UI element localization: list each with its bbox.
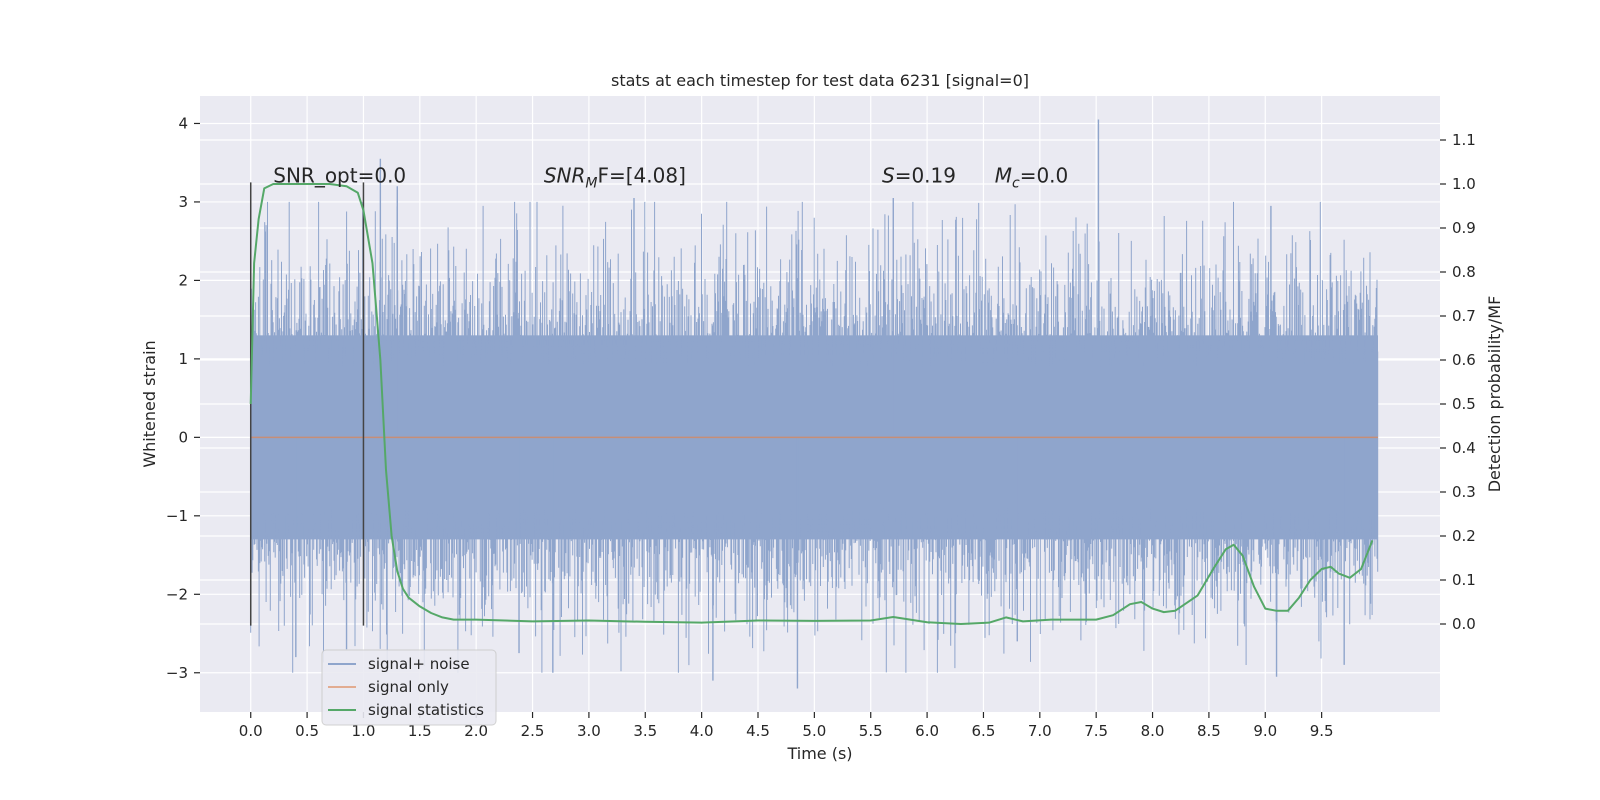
x-tick-label: 5.5 [859,722,883,740]
x-axis-label: Time (s) [786,744,852,763]
x-tick-label: 4.0 [690,722,714,740]
legend-label: signal statistics [368,701,484,719]
x-tick-label: 2.0 [464,722,488,740]
x-axis-ticks: 0.0 0.5 1.0 1.5 2.0 2.5 3.0 3.5 4.0 4.5 5.0 5.5 6.0 6… [239,712,1334,740]
y-right-tick-label: 0.5 [1452,395,1476,413]
y-right-tick-label: 0.1 [1452,571,1476,589]
series-signal-statistics [249,183,1374,625]
annotations: SNR_opt=0.0 SNRMF=[4.08] S=0.19 Mc=0.0 [273,163,1068,191]
y-right-tick-label: 0.7 [1452,307,1476,325]
y-right-tick-label: 0.0 [1452,615,1476,633]
y-right-tick-label: 0.2 [1452,527,1476,545]
x-tick-label: 2.5 [521,722,545,740]
x-tick-label: 4.5 [746,722,770,740]
x-tick-label: 0.0 [239,722,263,740]
x-tick-label: 1.0 [352,722,376,740]
y-left-tick-label: −1 [166,507,188,525]
y-right-tick-label: 0.6 [1452,351,1476,369]
y-left-tick-label: 2 [178,271,188,289]
y-left-tick-label: 0 [178,428,188,446]
legend: signal+ noise signal only signal statistic… [321,649,497,726]
legend-box [321,649,497,726]
x-tick-label: 9.5 [1310,722,1334,740]
annotation-3: Mc=0.0 [995,163,1069,191]
y-right-tick-label: 0.3 [1452,483,1476,501]
y-left-tick-label: −2 [166,585,188,603]
x-tick-label: 7.5 [1084,722,1108,740]
x-tick-label: 6.5 [972,722,996,740]
chart-title: stats at each timestep for test data 623… [611,71,1029,90]
x-tick-label: 3.5 [633,722,657,740]
x-tick-label: 1.5 [408,722,432,740]
x-tick-label: 0.5 [295,722,319,740]
plot-content [249,119,1379,689]
y-right-tick-label: 1.1 [1452,131,1476,149]
y-axis-label-left: Whitened strain [140,340,159,467]
x-tick-label: 8.0 [1141,722,1165,740]
y-left-tick-label: −3 [166,664,188,682]
left-axis-ticks: −3 −2 −1 0 1 2 3 4 [166,114,200,682]
x-tick-label: 9.0 [1253,722,1277,740]
y-left-tick-label: 1 [178,350,188,368]
x-tick-label: 7.0 [1028,722,1052,740]
x-tick-label: 5.0 [802,722,826,740]
y-right-tick-label: 0.9 [1452,219,1476,237]
y-left-tick-label: 4 [178,114,188,132]
x-tick-label: 6.0 [915,722,939,740]
y-right-tick-label: 0.4 [1452,439,1476,457]
x-tick-label: 3.0 [577,722,601,740]
right-axis-ticks: 0.0 0.1 0.2 0.3 0.4 0.5 0.6 0.7 0.8 0.9 1.0 1.1 [1440,131,1476,633]
y-right-tick-label: 0.8 [1452,263,1476,281]
x-tick-label: 8.5 [1197,722,1221,740]
annotation-0: SNR_opt=0.0 [273,163,406,187]
signal-statistics-line [249,183,1374,625]
y-left-tick-label: 3 [178,193,188,211]
annotation-1: SNRMF=[4.08] [544,163,686,191]
annotation-2: S=0.19 [882,163,956,187]
y-right-tick-label: 1.0 [1452,175,1476,193]
y-axis-label-right: Detection probability/MF [1485,296,1504,493]
legend-label: signal+ noise [368,655,470,673]
legend-label: signal only [368,678,449,696]
